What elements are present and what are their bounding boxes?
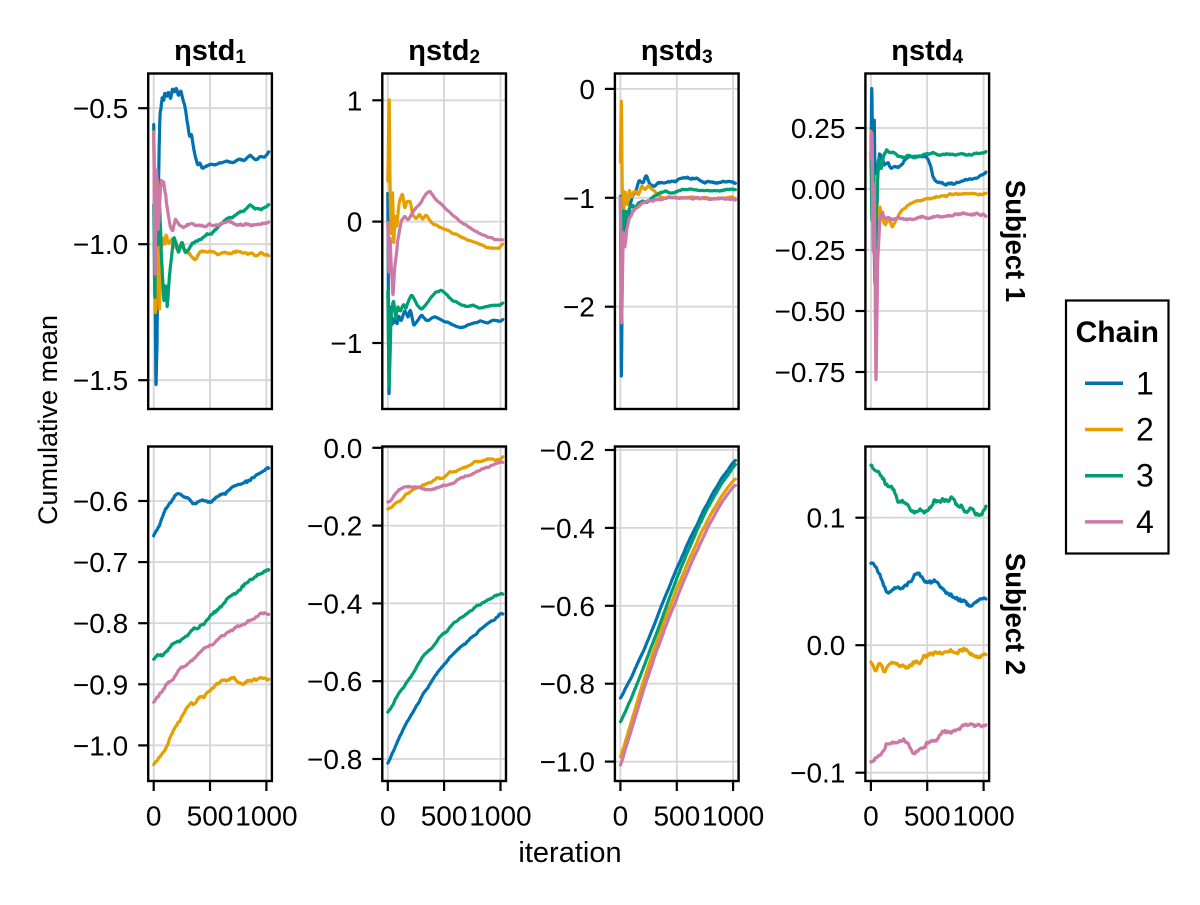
svg-text:Chain: Chain xyxy=(1076,316,1159,349)
svg-text:−1: −1 xyxy=(563,183,595,214)
svg-text:0.0: 0.0 xyxy=(323,433,362,464)
svg-text:500: 500 xyxy=(653,801,700,832)
svg-text:0.00: 0.00 xyxy=(791,174,846,205)
svg-text:Subject 2: Subject 2 xyxy=(1000,553,1031,675)
svg-text:−1.0: −1.0 xyxy=(73,229,128,260)
svg-text:−0.75: −0.75 xyxy=(775,357,846,388)
svg-text:0.25: 0.25 xyxy=(791,113,846,144)
svg-text:−0.6: −0.6 xyxy=(73,486,128,517)
svg-text:−0.4: −0.4 xyxy=(540,513,595,544)
svg-text:0: 0 xyxy=(863,801,879,832)
svg-text:Subject 1: Subject 1 xyxy=(1000,180,1031,302)
svg-text:0: 0 xyxy=(579,74,595,105)
svg-text:2: 2 xyxy=(1136,412,1154,448)
svg-text:−0.2: −0.2 xyxy=(540,435,595,466)
svg-text:−0.7: −0.7 xyxy=(73,547,128,578)
svg-text:0.0: 0.0 xyxy=(806,630,845,661)
svg-text:1000: 1000 xyxy=(235,801,297,832)
svg-text:−1.0: −1.0 xyxy=(73,730,128,761)
svg-text:ηstd1: ηstd1 xyxy=(174,35,246,68)
svg-text:ηstd3: ηstd3 xyxy=(641,35,713,68)
svg-text:−0.2: −0.2 xyxy=(307,511,362,542)
svg-text:0: 0 xyxy=(613,801,629,832)
svg-text:ηstd4: ηstd4 xyxy=(891,35,963,68)
svg-text:−0.9: −0.9 xyxy=(73,669,128,700)
svg-text:−0.1: −0.1 xyxy=(790,758,845,789)
svg-text:−0.5: −0.5 xyxy=(73,93,128,124)
svg-text:500: 500 xyxy=(187,801,234,832)
svg-text:500: 500 xyxy=(421,801,468,832)
svg-text:1000: 1000 xyxy=(952,801,1014,832)
svg-text:Cumulative mean: Cumulative mean xyxy=(33,315,63,525)
svg-text:−0.8: −0.8 xyxy=(540,669,595,700)
svg-text:−1.0: −1.0 xyxy=(540,747,595,778)
svg-text:1000: 1000 xyxy=(702,801,764,832)
svg-text:−0.25: −0.25 xyxy=(775,235,846,266)
svg-text:ηstd2: ηstd2 xyxy=(408,35,480,68)
svg-text:−0.50: −0.50 xyxy=(775,296,846,327)
svg-text:1: 1 xyxy=(1136,365,1154,401)
svg-text:0.1: 0.1 xyxy=(806,503,845,534)
svg-text:−0.6: −0.6 xyxy=(540,591,595,622)
svg-text:0: 0 xyxy=(380,801,396,832)
svg-text:500: 500 xyxy=(904,801,951,832)
svg-text:−1.5: −1.5 xyxy=(73,365,128,396)
svg-text:0: 0 xyxy=(347,207,363,238)
svg-text:4: 4 xyxy=(1136,504,1154,540)
svg-text:−1: −1 xyxy=(330,328,362,359)
svg-text:iteration: iteration xyxy=(518,837,621,869)
svg-text:3: 3 xyxy=(1136,458,1154,494)
svg-text:−0.4: −0.4 xyxy=(307,588,362,619)
svg-text:−0.6: −0.6 xyxy=(307,666,362,697)
svg-text:1: 1 xyxy=(347,85,363,116)
svg-text:−2: −2 xyxy=(563,292,595,323)
svg-text:1000: 1000 xyxy=(469,801,531,832)
svg-text:0: 0 xyxy=(146,801,162,832)
svg-text:−0.8: −0.8 xyxy=(307,744,362,775)
svg-text:−0.8: −0.8 xyxy=(73,608,128,639)
